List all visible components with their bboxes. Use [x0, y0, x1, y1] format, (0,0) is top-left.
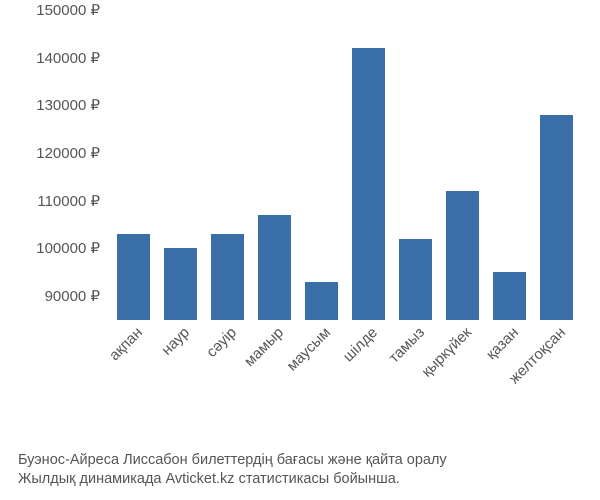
caption-line-2: Жылдық динамикада Avticket.kz статистика… — [18, 470, 588, 490]
plot-area — [110, 10, 580, 320]
bar-slot — [392, 10, 439, 320]
bar — [305, 282, 338, 320]
xlabel: ақпан — [105, 324, 145, 364]
xlabel: маусым — [283, 324, 334, 375]
xlabel: қыркүйек — [418, 324, 475, 381]
bar — [211, 234, 244, 320]
xlabel: сәуір — [203, 324, 240, 361]
xlabel: шілде — [339, 324, 380, 365]
bar-slot — [251, 10, 298, 320]
xlabel: қазан — [482, 324, 521, 363]
bar-slot — [204, 10, 251, 320]
bar-chart: 90000 ₽100000 ₽110000 ₽120000 ₽130000 ₽1… — [20, 10, 580, 440]
bar — [352, 48, 385, 320]
chart-caption: Буэнос-Айреса Лиссабон билеттердің бағас… — [0, 451, 600, 490]
ytick-label: 130000 ₽ — [0, 96, 100, 114]
ytick-label: 150000 ₽ — [0, 1, 100, 19]
bar-slot — [345, 10, 392, 320]
xlabel: тамыз — [385, 324, 427, 366]
ytick-label: 140000 ₽ — [0, 49, 100, 67]
ytick-label: 110000 ₽ — [0, 192, 100, 210]
bar-slot — [439, 10, 486, 320]
bars-container — [110, 10, 580, 320]
bar — [399, 239, 432, 320]
bar — [164, 248, 197, 320]
bar-slot — [298, 10, 345, 320]
ytick-label: 100000 ₽ — [0, 239, 100, 257]
bar — [117, 234, 150, 320]
ytick-label: 120000 ₽ — [0, 144, 100, 162]
ytick-label: 90000 ₽ — [0, 287, 100, 305]
caption-line-1: Буэнос-Айреса Лиссабон билеттердің бағас… — [18, 451, 588, 471]
bar-slot — [110, 10, 157, 320]
bar — [258, 215, 291, 320]
bar-slot — [533, 10, 580, 320]
bar-slot — [486, 10, 533, 320]
xlabel: мамыр — [240, 324, 286, 370]
bar — [446, 191, 479, 320]
bar-slot — [157, 10, 204, 320]
bar — [540, 115, 573, 320]
bar — [493, 272, 526, 320]
xlabel: наур — [158, 324, 193, 359]
